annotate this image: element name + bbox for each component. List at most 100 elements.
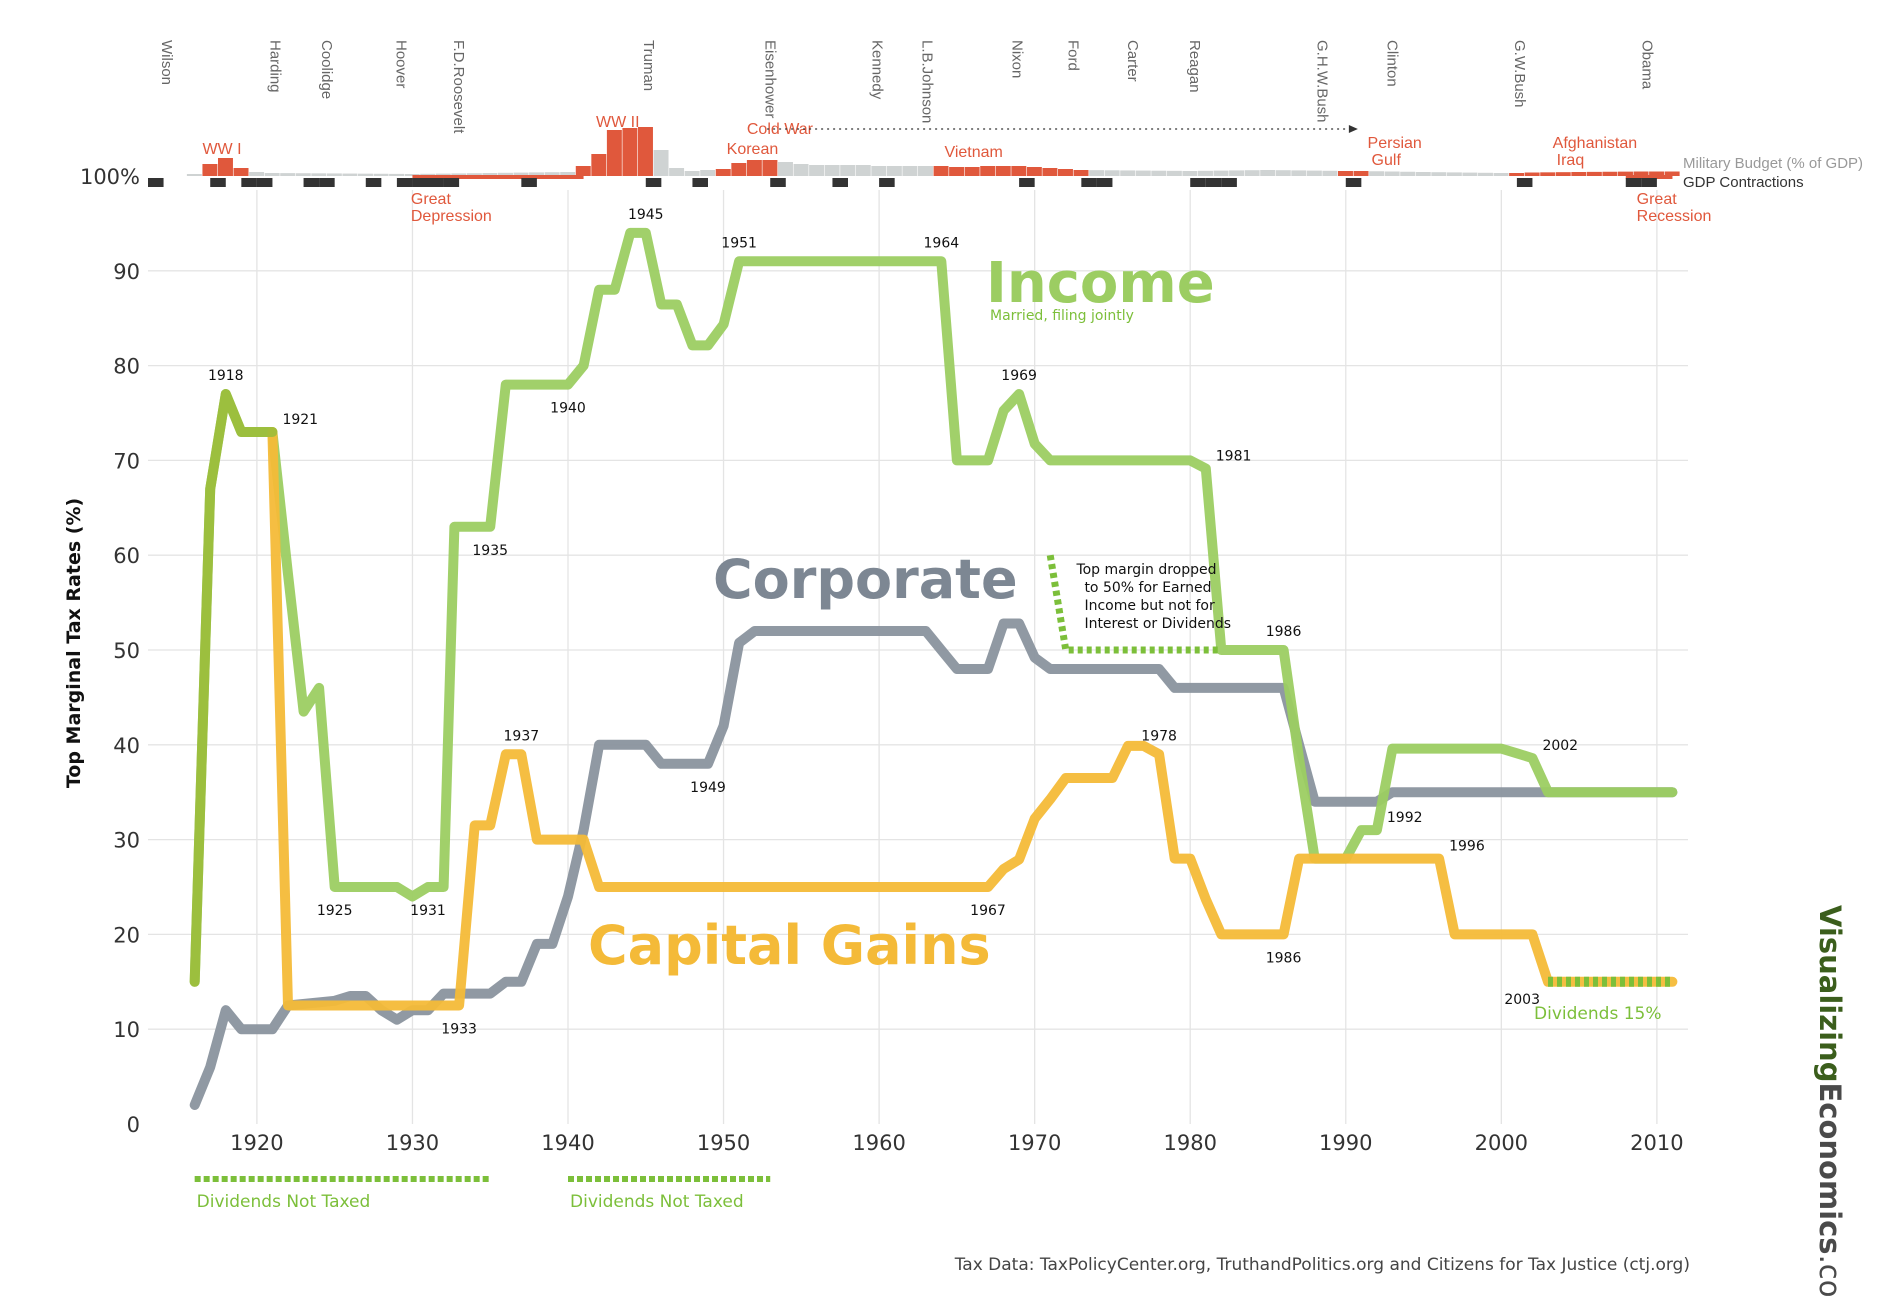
military-budget-bar — [1182, 171, 1198, 176]
event-label: Persian — [1368, 135, 1422, 152]
brand-part-3: .com — [1813, 1255, 1847, 1298]
military-budget-bar — [731, 163, 747, 176]
military-budget-bar — [1198, 170, 1213, 176]
military-budget-bar — [1415, 172, 1431, 176]
brand-part-1: Visualizing — [1813, 905, 1847, 1082]
event-label: Korean — [727, 141, 779, 158]
gdp-contraction-block — [303, 178, 320, 187]
military-budget-bar — [1291, 170, 1307, 176]
gdp-contraction-block — [521, 178, 537, 187]
military-budget-bar — [1089, 170, 1105, 176]
president-label: Coolidge — [318, 40, 335, 99]
military-budget-bar — [1104, 170, 1120, 176]
president-label: G.W.Bush — [1511, 40, 1528, 108]
gdp-contraction-block — [412, 178, 428, 187]
military-budget-bar — [1493, 173, 1509, 176]
annotation: Top margin dropped to 50% for Earned Incom… — [1046, 554, 1231, 654]
x-tick-label: 1950 — [697, 1131, 750, 1155]
dividends-15-label: Dividends 15% — [1534, 1004, 1661, 1024]
president-label: L.B.Johnson — [918, 40, 935, 123]
military-budget-bar — [980, 166, 996, 176]
gdp-contraction-block — [396, 178, 413, 187]
annotation-dotted-line — [1046, 554, 1222, 654]
military-budget-bar — [513, 172, 529, 176]
military-budget-bar — [1509, 173, 1525, 176]
military-budget-bar — [451, 173, 467, 176]
president-label: Eisenhower — [761, 40, 778, 118]
event-label-line2: Iraq — [1557, 152, 1585, 169]
military-budget-bar — [249, 172, 265, 176]
military-budget-bar — [1058, 169, 1073, 176]
x-tick-label: 2010 — [1630, 1131, 1683, 1155]
event-label: Afghanistan — [1553, 135, 1638, 152]
year-label: 1981 — [1216, 449, 1252, 465]
military-budget-bar — [871, 166, 887, 176]
military-budget-bar — [855, 165, 871, 176]
x-tick-label: 1980 — [1163, 1131, 1216, 1155]
recession-bar — [1625, 175, 1673, 179]
gdp-contraction-block — [1221, 178, 1237, 187]
military-budget-bar — [1478, 172, 1493, 176]
year-label: 1935 — [472, 543, 508, 559]
year-label: 1986 — [1266, 624, 1302, 640]
year-label: 1940 — [550, 401, 586, 417]
gdp-contraction-block — [645, 178, 662, 187]
military-budget-bar — [311, 173, 327, 176]
y-tick-label: 40 — [113, 734, 140, 758]
x-tick-label: 1940 — [541, 1131, 594, 1155]
annotation-line: Interest or Dividends — [1084, 616, 1231, 632]
dividends-not-taxed-label: Dividends Not Taxed — [197, 1192, 371, 1212]
gdp-contraction-block — [148, 178, 164, 187]
military-budget-bar — [1011, 166, 1027, 176]
military-budget-bar — [202, 164, 218, 176]
military-budget-bar — [1633, 171, 1649, 176]
brand-part-2: Economics — [1813, 1082, 1847, 1254]
year-label: 1925 — [317, 903, 353, 919]
annotation-line: Income but not for — [1084, 598, 1215, 614]
gdp-contraction-block — [1190, 178, 1206, 187]
president-label: Carter — [1124, 40, 1141, 82]
military-budget-bar — [529, 172, 545, 176]
gdp-contraction-block — [1096, 178, 1113, 187]
year-label: 1937 — [504, 728, 540, 744]
year-label: 1969 — [1001, 368, 1037, 384]
military-budget-bar — [1524, 172, 1540, 176]
military-budget-bar — [933, 166, 949, 176]
military-budget-bar — [809, 165, 825, 176]
military-budget-bar — [1664, 171, 1680, 176]
gdp-contraction-block — [832, 178, 848, 187]
military-budget-bar — [746, 160, 762, 176]
year-label: 1933 — [441, 1022, 477, 1038]
military-budget-bar — [575, 166, 591, 176]
year-labels: 1918 1921 1925 1931 1935 1940 1945 1951 1964 1969… — [208, 207, 1578, 1038]
year-label: 2002 — [1542, 738, 1578, 754]
top-percent-label: 100% — [80, 165, 140, 189]
military-budget-bar — [264, 173, 280, 176]
military-budget-bar — [1353, 171, 1369, 176]
y-tick-label: 60 — [113, 544, 140, 568]
y-tick-label: 20 — [113, 923, 140, 947]
series-line-capital_gains — [267, 427, 1678, 1011]
gdp-contraction-block — [1641, 178, 1657, 187]
gdp-contraction-block — [210, 178, 226, 187]
military-budget-bar — [1384, 171, 1400, 176]
y-tick-label: 50 — [113, 639, 140, 663]
military-budget-bar — [1571, 172, 1587, 176]
military-budget-bar — [949, 167, 965, 176]
military-budget-bar — [1042, 168, 1058, 176]
gdp-contraction-block — [770, 178, 786, 187]
military-budget-bar — [1462, 172, 1478, 176]
military-budget-bar — [544, 172, 560, 176]
military-budget-bar — [1322, 170, 1338, 176]
president-label: Ford — [1065, 40, 1082, 71]
military-budget-bar — [326, 173, 342, 176]
military-budget-bar — [482, 173, 498, 176]
military-budget-bar — [606, 130, 622, 176]
gdp-contraction-block — [1516, 178, 1533, 187]
military-budget-bar — [824, 165, 840, 176]
military-budget-bar — [1602, 171, 1618, 176]
depression-bar — [412, 175, 584, 179]
source-note: Tax Data: TaxPolicyCenter.org, TruthandP… — [954, 1255, 1690, 1275]
x-tick-label: 1960 — [852, 1131, 905, 1155]
military-budget-bar — [1073, 170, 1089, 176]
